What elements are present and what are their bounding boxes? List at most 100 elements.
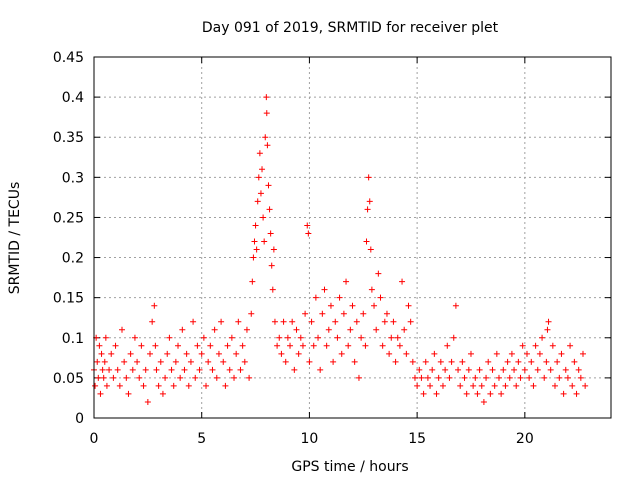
data-point — [467, 350, 474, 357]
data-point — [375, 270, 382, 277]
data-point — [220, 358, 227, 365]
data-point — [108, 350, 115, 357]
data-point — [151, 302, 158, 309]
data-point — [256, 150, 263, 157]
data-point — [577, 374, 584, 381]
data-point — [545, 318, 552, 325]
data-point — [266, 206, 273, 213]
data-point — [544, 326, 551, 333]
x-axis-label: GPS time / hours — [291, 459, 408, 475]
data-point — [94, 358, 101, 365]
data-point — [558, 350, 565, 357]
data-point — [480, 398, 487, 405]
data-point — [431, 350, 438, 357]
data-point — [569, 382, 576, 389]
data-point — [493, 350, 500, 357]
data-point — [243, 326, 250, 333]
data-point — [261, 238, 268, 245]
data-point — [116, 382, 123, 389]
data-point — [353, 318, 360, 325]
data-point — [263, 94, 270, 101]
data-point — [556, 374, 563, 381]
data-point — [330, 358, 337, 365]
data-point — [218, 318, 225, 325]
data-point — [472, 374, 479, 381]
data-point — [517, 374, 524, 381]
data-point — [539, 334, 546, 341]
data-point — [365, 174, 372, 181]
data-point — [276, 334, 283, 341]
data-point — [274, 342, 281, 349]
data-point — [200, 334, 207, 341]
data-point — [205, 358, 212, 365]
data-point — [282, 358, 289, 365]
x-tick-label: 20 — [516, 431, 534, 447]
data-point — [573, 390, 580, 397]
data-point — [119, 326, 126, 333]
data-point — [530, 382, 537, 389]
data-point — [444, 342, 451, 349]
grid-lines — [94, 57, 611, 418]
data-point — [246, 374, 253, 381]
data-point — [304, 222, 311, 229]
data-point — [411, 374, 418, 381]
y-tick-label: 0.2 — [62, 251, 84, 267]
data-point — [534, 366, 541, 373]
x-tick-label: 15 — [408, 431, 426, 447]
data-point — [183, 350, 190, 357]
data-point — [317, 366, 324, 373]
data-point — [92, 382, 99, 389]
data-point — [114, 366, 121, 373]
y-tick-label: 0 — [75, 411, 84, 427]
data-point — [287, 342, 294, 349]
data-point — [278, 350, 285, 357]
data-point — [571, 358, 578, 365]
data-point — [177, 374, 184, 381]
data-point — [373, 326, 380, 333]
data-point — [338, 350, 345, 357]
data-point — [379, 342, 386, 349]
data-point — [228, 334, 235, 341]
data-point — [547, 366, 554, 373]
data-point — [465, 366, 472, 373]
data-point — [125, 390, 132, 397]
data-point — [162, 374, 169, 381]
data-point — [136, 374, 143, 381]
data-point — [97, 390, 104, 397]
data-point — [213, 374, 220, 381]
data-point — [222, 382, 229, 389]
data-point — [349, 302, 356, 309]
data-point — [429, 366, 436, 373]
data-point — [414, 382, 421, 389]
data-point — [562, 366, 569, 373]
data-point — [265, 182, 272, 189]
data-point — [95, 374, 102, 381]
data-point — [166, 334, 173, 341]
data-point — [526, 374, 533, 381]
data-point — [252, 222, 259, 229]
data-point — [513, 382, 520, 389]
data-point — [196, 366, 203, 373]
data-point — [264, 142, 271, 149]
data-point — [209, 366, 216, 373]
data-point — [284, 334, 291, 341]
y-tick-label: 0.15 — [53, 291, 84, 307]
data-points — [91, 94, 589, 405]
data-point — [129, 366, 136, 373]
data-point — [495, 374, 502, 381]
data-point — [134, 358, 141, 365]
data-point — [103, 382, 110, 389]
data-point — [237, 366, 244, 373]
y-tick-label: 0.05 — [53, 371, 84, 387]
data-point — [381, 318, 388, 325]
x-tick-label: 0 — [90, 431, 99, 447]
data-point — [260, 214, 267, 221]
data-point — [305, 230, 312, 237]
data-point — [295, 350, 302, 357]
data-point — [106, 366, 113, 373]
data-point — [448, 358, 455, 365]
data-point — [254, 198, 261, 205]
data-point — [474, 390, 481, 397]
data-point — [476, 366, 483, 373]
data-point — [508, 350, 515, 357]
